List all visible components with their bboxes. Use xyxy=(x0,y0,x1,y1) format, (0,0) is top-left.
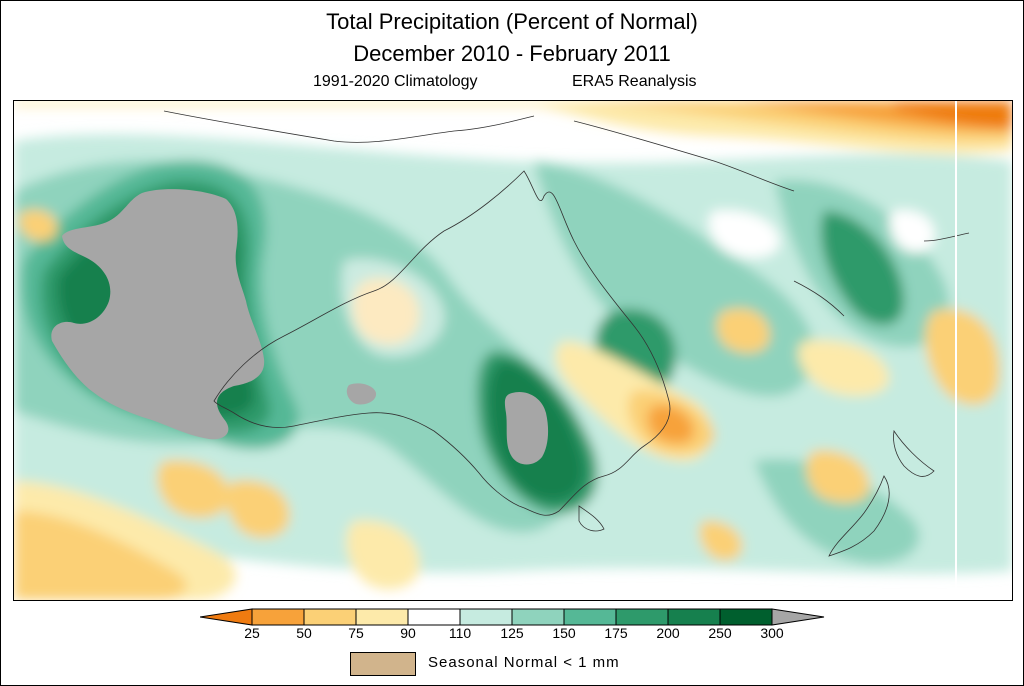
colorbar-tick-label: 250 xyxy=(708,625,732,641)
seasonal-normal-swatch xyxy=(350,652,416,676)
dry-mask-small xyxy=(346,383,377,405)
colorbar-tick-label: 175 xyxy=(604,625,628,641)
colorbar-tick-label: 25 xyxy=(244,625,260,641)
colorbar-segment xyxy=(251,608,305,626)
seasonal-normal-label: Seasonal Normal < 1 mm xyxy=(428,654,620,671)
colorbar-segment xyxy=(563,608,617,626)
colorbar-segment xyxy=(459,608,513,626)
title-line-2: December 2010 - February 2011 xyxy=(353,41,671,66)
dry-mask-lake-eyre xyxy=(504,391,549,465)
colorbar-tick-label: 50 xyxy=(296,625,312,641)
colorbar xyxy=(200,608,825,626)
coastlines xyxy=(163,110,970,557)
map-svg xyxy=(14,101,1012,600)
colorbar-tick-label: 110 xyxy=(448,625,472,641)
colorbar-segment xyxy=(667,608,721,626)
colorbar-tick-label: 75 xyxy=(348,625,364,641)
subtitle-climatology: 1991-2020 Climatology xyxy=(313,73,478,90)
colorbar-segment xyxy=(511,608,565,626)
colorbar-tick-label: 150 xyxy=(552,625,576,641)
colorbar-segment xyxy=(615,608,669,626)
colorbar-segment xyxy=(355,608,409,626)
colorbar-segment xyxy=(407,608,461,626)
colorbar-segment xyxy=(719,608,773,626)
dry-mask-west xyxy=(51,189,265,440)
subtitle-dataset: ERA5 Reanalysis xyxy=(572,73,697,90)
title-line-1: Total Precipitation (Percent of Normal) xyxy=(326,9,698,34)
colorbar-tick-label: 200 xyxy=(656,625,680,641)
colorbar-tick-label: 125 xyxy=(500,625,524,641)
colorbar-segment xyxy=(303,608,357,626)
colorbar-tick-label: 90 xyxy=(400,625,416,641)
colorbar-segment xyxy=(200,608,253,626)
colorbar-segment xyxy=(771,608,825,626)
precipitation-map xyxy=(13,100,1013,601)
colorbar-tick-label: 300 xyxy=(760,625,784,641)
